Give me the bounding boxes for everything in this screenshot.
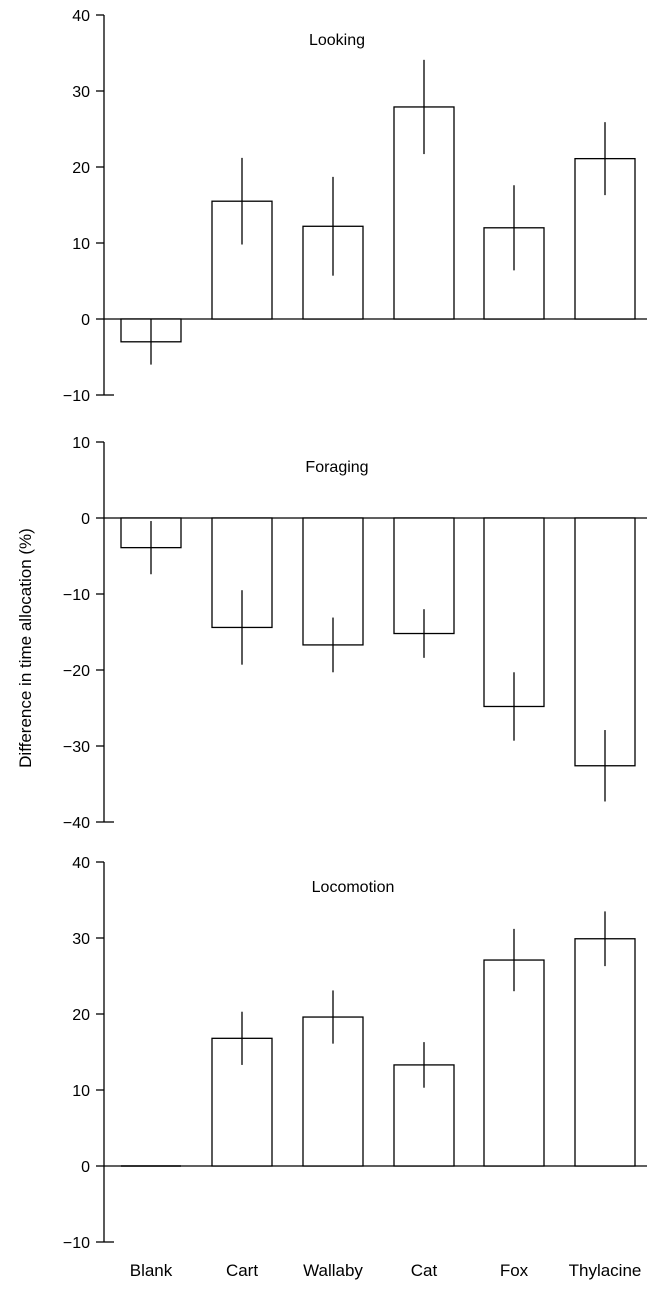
y-tick-label: 0 xyxy=(81,1159,90,1176)
panels: −10 0 10 20 30 40 Looking −40 −30 −20 −10 0 10 Foragi… xyxy=(63,8,647,1252)
y-tick-label: 40 xyxy=(72,855,90,872)
y-tick-label: −30 xyxy=(63,739,90,756)
y-tick-label: −40 xyxy=(63,815,90,832)
y-tick-label: 30 xyxy=(72,931,90,948)
y-tick-label: −10 xyxy=(63,388,90,405)
panel-looking: −10 0 10 20 30 40 Looking xyxy=(63,8,647,405)
category-labels: Blank Cart Wallaby Cat Fox Thylacine xyxy=(130,1261,642,1280)
panel-title-foraging: Foraging xyxy=(305,459,368,476)
y-axis-label: Difference in time allocation (%) xyxy=(16,528,35,768)
bar-looking-cart xyxy=(211,200,273,320)
y-tick-label: −10 xyxy=(63,1235,90,1252)
y-tick-label: 0 xyxy=(81,511,90,528)
bar-foraging-thylacine xyxy=(574,517,636,767)
y-tick-label: 10 xyxy=(72,1083,90,1100)
y-tick-label: 10 xyxy=(72,435,90,452)
bar-locomotion-fox xyxy=(483,959,545,1167)
panel-foraging: −40 −30 −20 −10 0 10 Foraging xyxy=(63,435,647,832)
y-tick-label: 20 xyxy=(72,1007,90,1024)
y-tick-label: 30 xyxy=(72,84,90,101)
x-tick-label-blank: Blank xyxy=(130,1261,173,1280)
x-tick-label-cat: Cat xyxy=(411,1261,438,1280)
y-tick-label: 10 xyxy=(72,236,90,253)
panel-title-looking: Looking xyxy=(309,32,365,49)
y-tick-label: 40 xyxy=(72,8,90,25)
bar-locomotion-thylacine xyxy=(574,938,636,1167)
x-tick-label-cart: Cart xyxy=(226,1261,258,1280)
x-tick-label-wallaby: Wallaby xyxy=(303,1261,363,1280)
panel-title-locomotion: Locomotion xyxy=(312,879,395,896)
x-tick-label-thylacine: Thylacine xyxy=(569,1261,642,1280)
x-tick-label-fox: Fox xyxy=(500,1261,529,1280)
y-tick-label: 20 xyxy=(72,160,90,177)
y-tick-label: 0 xyxy=(81,312,90,329)
y-tick-label: −20 xyxy=(63,663,90,680)
y-tick-label: −10 xyxy=(63,587,90,604)
panel-locomotion: −10 0 10 20 30 40 Locomotion xyxy=(63,855,647,1252)
